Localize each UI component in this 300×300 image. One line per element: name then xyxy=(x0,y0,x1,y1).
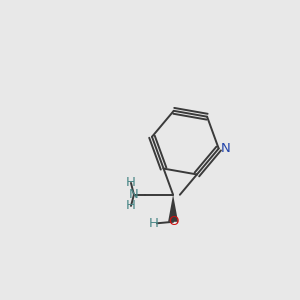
Text: H: H xyxy=(149,217,159,230)
Text: N: N xyxy=(220,142,230,155)
Text: H: H xyxy=(126,176,136,189)
Polygon shape xyxy=(168,195,178,222)
Text: O: O xyxy=(168,215,178,228)
Text: N: N xyxy=(129,188,139,201)
Text: H: H xyxy=(126,200,136,212)
